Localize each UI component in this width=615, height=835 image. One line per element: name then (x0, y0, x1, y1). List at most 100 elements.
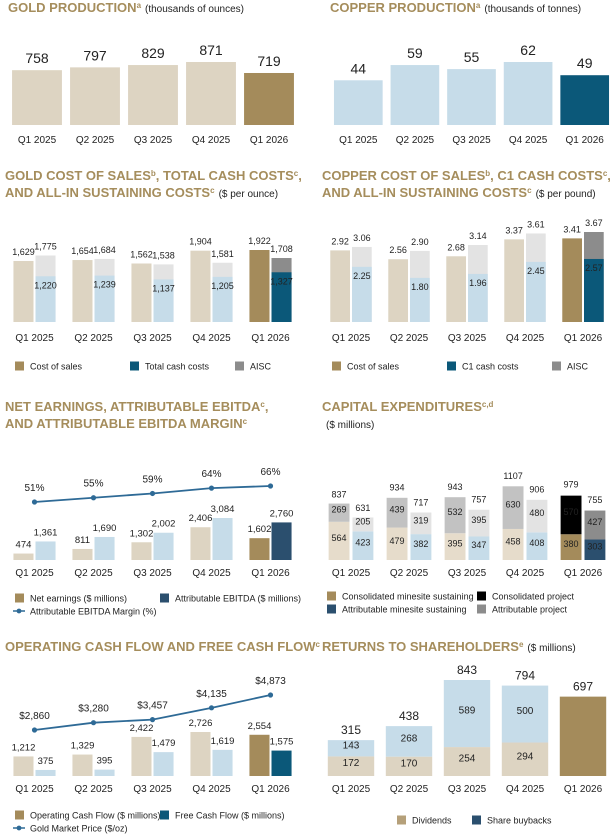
line-point (267, 692, 274, 698)
bar (190, 250, 211, 322)
total-label: 1107 (503, 471, 522, 481)
chart-title: AND ATTRIBUTABLE EBITDA MARGINc (5, 416, 248, 431)
value-label: 3.37 (505, 225, 523, 235)
legend-swatch (160, 593, 169, 603)
bar (271, 522, 292, 560)
title-superscript: c (210, 186, 215, 195)
bar (153, 279, 174, 322)
bar (94, 769, 115, 776)
value-label: 427 (587, 517, 602, 527)
bar-segment (410, 534, 432, 560)
title-superscript: c,d (482, 400, 494, 409)
bar-segment (410, 512, 432, 535)
value-label: 1,904 (189, 237, 212, 247)
title-superscript: c (527, 186, 532, 195)
bar-segment (560, 495, 582, 535)
bar (584, 258, 604, 322)
value-label: 395 (471, 515, 486, 525)
value-label: 2.56 (389, 245, 407, 255)
value-label: 55% (83, 479, 103, 490)
value-label: 532 (448, 507, 463, 517)
value-label: 51% (24, 483, 44, 494)
value-label: 829 (141, 45, 165, 61)
title-unit: (thousands of ounces) (145, 4, 244, 15)
bar (410, 277, 430, 322)
value-label: 1.96 (469, 278, 487, 288)
bar-segment (468, 536, 490, 560)
value-label: 1,690 (93, 523, 117, 534)
bar (153, 532, 174, 560)
x-tick-label: Q2 2025 (396, 135, 435, 146)
value-label: 3,084 (211, 504, 235, 515)
legend-label: Operating Cash Flow ($ millions) (30, 811, 161, 821)
x-tick-label: Q4 2025 (192, 568, 231, 579)
value-label: 1,575 (270, 737, 294, 748)
value-label: 1,302 (130, 528, 154, 539)
bar (559, 696, 607, 776)
total-label: 979 (564, 480, 579, 490)
value-label: 375 (38, 756, 54, 767)
title-text: RETURNS TO SHAREHOLDERS (322, 639, 519, 654)
title-text: NET EARNINGS, ATTRIBUTABLE EBITDA (5, 399, 261, 414)
value-label: 380 (564, 539, 579, 549)
value-label: 439 (390, 505, 405, 515)
title-text: AND ALL-IN SUSTAINING COSTS (322, 185, 527, 200)
title-text: , (298, 168, 302, 183)
value-label: 1,708 (270, 244, 293, 254)
x-tick-label: Q4 2025 (506, 568, 545, 579)
legend-swatch (160, 810, 169, 820)
value-label: 55 (464, 49, 480, 65)
x-tick-label: Q1 2026 (251, 784, 290, 795)
bar (352, 266, 372, 322)
value-label: 1,479 (152, 738, 176, 749)
legend-label: Consolidated minesite sustaining (342, 592, 474, 602)
value-label: 1,684 (93, 245, 116, 255)
x-tick-label: Q3 2025 (452, 135, 491, 146)
total-label: 837 (332, 489, 347, 499)
chart-title: GOLD PRODUCTIONa (thousands of ounces) (8, 0, 244, 15)
line-point (149, 490, 156, 497)
legend-swatch (327, 591, 336, 601)
bar (212, 518, 233, 560)
total-label: 631 (355, 503, 370, 513)
value-label: 66% (260, 467, 280, 478)
value-label: 319 (413, 515, 428, 525)
total-label: 906 (529, 485, 544, 495)
value-label: 395 (448, 539, 463, 549)
legend-swatch (15, 361, 24, 371)
value-label: 589 (459, 706, 476, 717)
legend-label: Net earnings ($ millions) (30, 594, 127, 604)
chart-title: GOLD COST OF SALESb, TOTAL CASH COSTSc, (5, 168, 302, 183)
bar-segment (468, 509, 490, 537)
x-tick-label: Q1 2026 (564, 333, 603, 344)
bar-segment (444, 497, 466, 534)
x-tick-label: Q1 2025 (18, 135, 57, 146)
value-label: 59 (407, 45, 423, 61)
bar (35, 769, 56, 776)
chart-title: RETURNS TO SHAREHOLDERSe ($ millions) (322, 639, 576, 654)
value-label: 3.61 (527, 219, 545, 229)
legend-label: Attributable EBITDA Margin (%) (30, 607, 157, 617)
bar-segment (328, 503, 350, 522)
value-label: 480 (529, 508, 544, 518)
value-label: 1,239 (93, 280, 116, 290)
bar (131, 736, 152, 776)
bar (13, 756, 34, 776)
value-label: 479 (390, 536, 405, 546)
value-label: 1,619 (211, 736, 235, 747)
value-label: 2,760 (270, 508, 294, 519)
value-label: 44 (351, 60, 367, 76)
bar (503, 62, 553, 125)
legend-label: C1 cash costs (462, 362, 519, 372)
value-label: 2,554 (248, 721, 272, 732)
bar (271, 750, 292, 776)
value-label: 59% (142, 474, 162, 485)
bar (212, 276, 233, 322)
x-tick-label: Q2 2025 (74, 784, 113, 795)
title-unit: ($ millions) (326, 420, 374, 431)
value-label: 1.80 (411, 282, 429, 292)
x-tick-label: Q2 2025 (74, 568, 113, 579)
x-tick-label: Q2 2025 (76, 135, 115, 146)
bar (244, 72, 294, 125)
